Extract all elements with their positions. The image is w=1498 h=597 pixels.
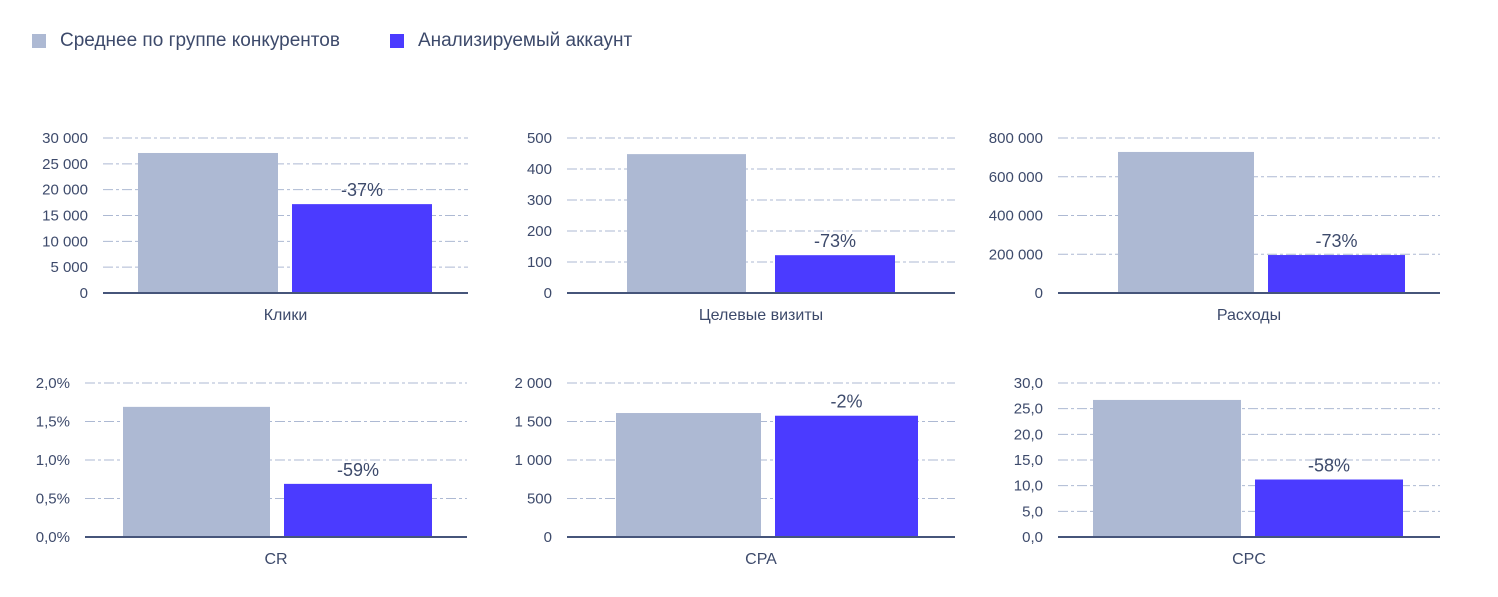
y-tick-label: 1 500 — [514, 414, 552, 431]
y-tick-label: 10 000 — [42, 233, 88, 250]
bar-account — [284, 483, 432, 537]
legend-item-account[interactable]: Анализируемый аккаунт — [389, 30, 633, 52]
y-tick-label: 400 — [527, 161, 552, 178]
y-tick-label: 1 000 — [514, 452, 552, 469]
chart-panel: 0,0 5,0 10,0 15,0 20,0 25,0 30,0 -58% CPC — [1014, 375, 1440, 568]
y-tick-label: 200 — [527, 223, 552, 240]
y-tick-label: 20,0 — [1014, 426, 1043, 443]
y-tick-label: 0,0% — [36, 529, 70, 546]
y-tick-label: 500 — [527, 491, 552, 508]
chart-panel: 0 200 000 400 000 600 000 800 000 -73% Расходы — [989, 130, 1440, 324]
y-tick-label: 0 — [544, 529, 552, 546]
data-label: -73% — [1315, 231, 1357, 251]
y-tick-label: 600 000 — [989, 169, 1043, 186]
y-tick-label: 15,0 — [1014, 452, 1043, 469]
legend-label: Анализируемый аккаунт — [417, 30, 633, 51]
data-label: -58% — [1308, 456, 1350, 476]
y-tick-label: 100 — [527, 254, 552, 271]
legend-swatch — [389, 34, 404, 48]
bar-account — [1268, 255, 1405, 293]
legend: Среднее по группе конкурентов Анализируе… — [32, 30, 682, 52]
x-category-label: Расходы — [1217, 307, 1281, 324]
data-label: -73% — [814, 231, 856, 251]
y-tick-label: 15 000 — [42, 208, 88, 225]
bar-competitors — [138, 152, 278, 293]
legend-label: Среднее по группе конкурентов — [60, 30, 340, 51]
y-tick-label: 0 — [1035, 285, 1043, 302]
y-tick-label: 10,0 — [1014, 478, 1043, 495]
y-tick-label: 5 000 — [50, 259, 88, 276]
y-tick-label: 500 — [527, 130, 552, 147]
bar-account — [292, 204, 432, 293]
x-category-label: CPA — [745, 551, 777, 568]
bar-account — [775, 415, 918, 537]
y-tick-label: 0,0 — [1022, 529, 1043, 546]
y-tick-label: 20 000 — [42, 182, 88, 199]
legend-item-competitors[interactable]: Среднее по группе конкурентов — [32, 30, 340, 52]
y-tick-label: 0 — [80, 285, 88, 302]
bar-competitors — [1118, 151, 1254, 293]
y-tick-label: 5,0 — [1022, 503, 1043, 520]
y-tick-label: 0,5% — [36, 491, 70, 508]
y-tick-label: 1,0% — [36, 452, 70, 469]
chart-panel: 0 100 200 300 400 500 -73% Целевые визиты — [527, 130, 955, 324]
y-tick-label: 200 000 — [989, 246, 1043, 263]
data-label: -37% — [341, 180, 383, 200]
x-category-label: Клики — [264, 307, 308, 324]
bar-competitors — [123, 406, 270, 537]
chart-panel: 0 500 1 000 1 500 2 000 -2% CPA — [514, 375, 955, 568]
bar-account — [775, 255, 895, 293]
bar-competitors — [627, 154, 746, 293]
x-category-label: Целевые визиты — [699, 307, 823, 324]
y-tick-label: 25 000 — [42, 156, 88, 173]
y-tick-label: 2 000 — [514, 375, 552, 392]
y-tick-label: 25,0 — [1014, 401, 1043, 418]
y-tick-label: 30 000 — [42, 130, 88, 147]
y-tick-label: 400 000 — [989, 208, 1043, 225]
y-tick-label: 30,0 — [1014, 375, 1043, 392]
bar-competitors — [1093, 399, 1241, 537]
y-tick-label: 0 — [544, 285, 552, 302]
bar-account — [1255, 479, 1403, 537]
legend-swatch — [32, 34, 46, 48]
chart-panel: 0 5 000 10 000 15 000 20 000 25 000 30 000 -37%… — [42, 130, 468, 324]
data-label: -59% — [337, 460, 379, 480]
y-tick-label: 2,0% — [36, 375, 70, 392]
bar-competitors — [616, 413, 761, 537]
y-tick-label: 300 — [527, 192, 552, 209]
y-tick-label: 800 000 — [989, 130, 1043, 147]
y-tick-label: 1,5% — [36, 414, 70, 431]
data-label: -2% — [830, 392, 862, 412]
x-category-label: CPC — [1232, 551, 1266, 568]
chart-panel: 0,0% 0,5% 1,0% 1,5% 2,0% -59% CR — [36, 375, 467, 568]
x-category-label: CR — [264, 551, 287, 568]
